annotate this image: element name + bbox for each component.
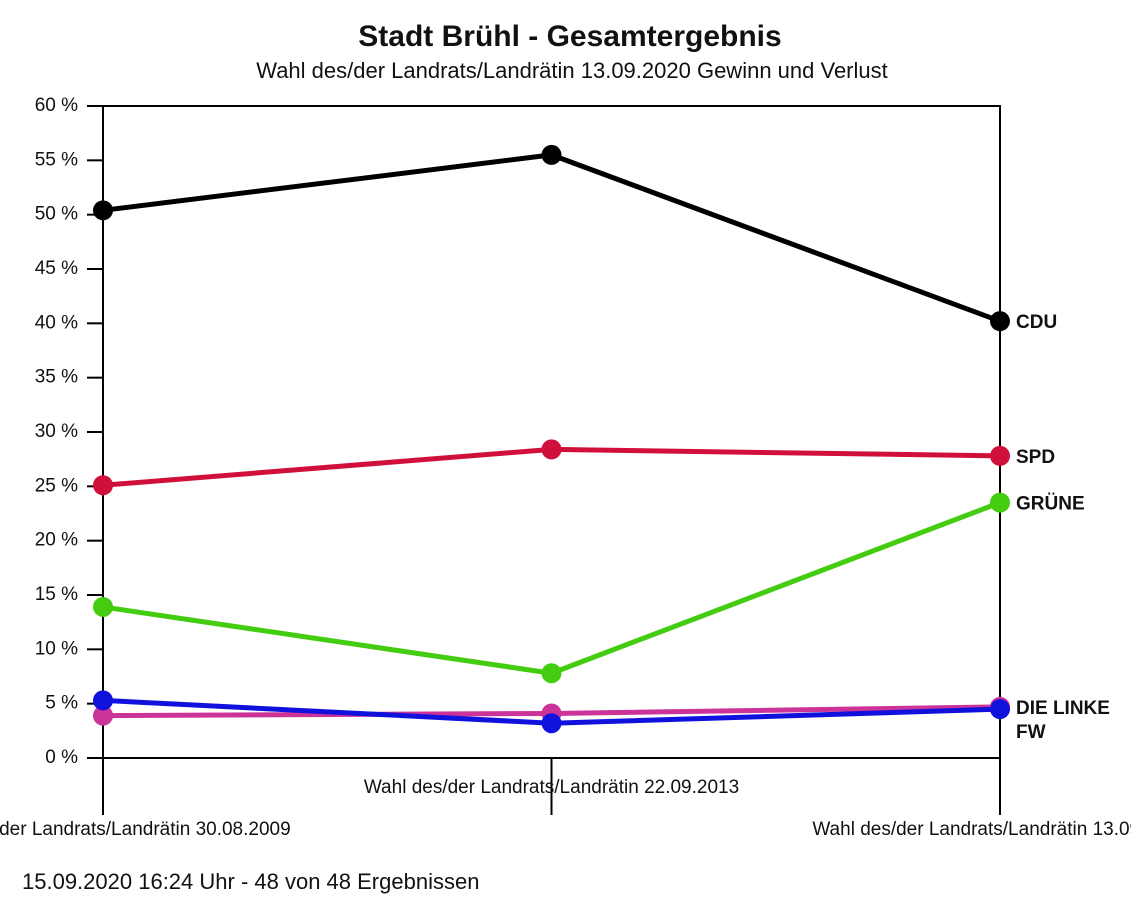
point bbox=[541, 144, 562, 165]
point bbox=[93, 705, 113, 726]
point bbox=[541, 663, 562, 684]
chart-subtitle: Wahl des/der Landrats/Landrätin 13.09.20… bbox=[256, 58, 888, 83]
point bbox=[93, 475, 113, 496]
point bbox=[541, 713, 562, 734]
y-tick-label: 10 % bbox=[35, 638, 78, 659]
x-tick-label: Wahl des/der Landrats/Landrätin 13.09.20… bbox=[812, 819, 1131, 840]
y-tick-label: 30 % bbox=[35, 421, 78, 442]
point bbox=[541, 439, 562, 460]
point bbox=[93, 200, 113, 221]
y-tick-label: 50 % bbox=[35, 204, 78, 225]
series-label: GRÜNE bbox=[1016, 494, 1085, 515]
x-tick-label: Wahl des/der Landrats/Landrätin 22.09.20… bbox=[364, 777, 739, 798]
chart-title: Stadt Brühl - Gesamtergebnis bbox=[358, 20, 781, 53]
series-label: CDU bbox=[1016, 312, 1057, 333]
point bbox=[990, 492, 1010, 513]
y-tick-label: 40 % bbox=[35, 312, 78, 333]
point bbox=[990, 311, 1010, 332]
point bbox=[93, 690, 113, 711]
y-tick-label: 35 % bbox=[35, 367, 78, 388]
series-label: DIE LINKE bbox=[1016, 698, 1110, 719]
point bbox=[990, 699, 1010, 720]
series-label: SPD bbox=[1016, 447, 1055, 468]
point bbox=[93, 596, 113, 617]
y-tick-label: 0 % bbox=[45, 747, 78, 768]
series-label: FW bbox=[1016, 722, 1046, 743]
y-tick-label: 15 % bbox=[35, 584, 78, 605]
x-tick-label: Wahl des/der Landrats/Landrätin 30.08.20… bbox=[0, 819, 291, 840]
y-tick-label: 55 % bbox=[35, 149, 78, 170]
y-tick-label: 45 % bbox=[35, 258, 78, 279]
y-tick-label: 20 % bbox=[35, 530, 78, 551]
point bbox=[990, 445, 1010, 466]
y-tick-label: 25 % bbox=[35, 475, 78, 496]
y-tick-label: 5 % bbox=[45, 693, 78, 714]
footer: 15.09.2020 16:24 Uhr - 48 von 48 Ergebni… bbox=[22, 869, 479, 894]
y-tick-label: 60 % bbox=[35, 95, 78, 116]
